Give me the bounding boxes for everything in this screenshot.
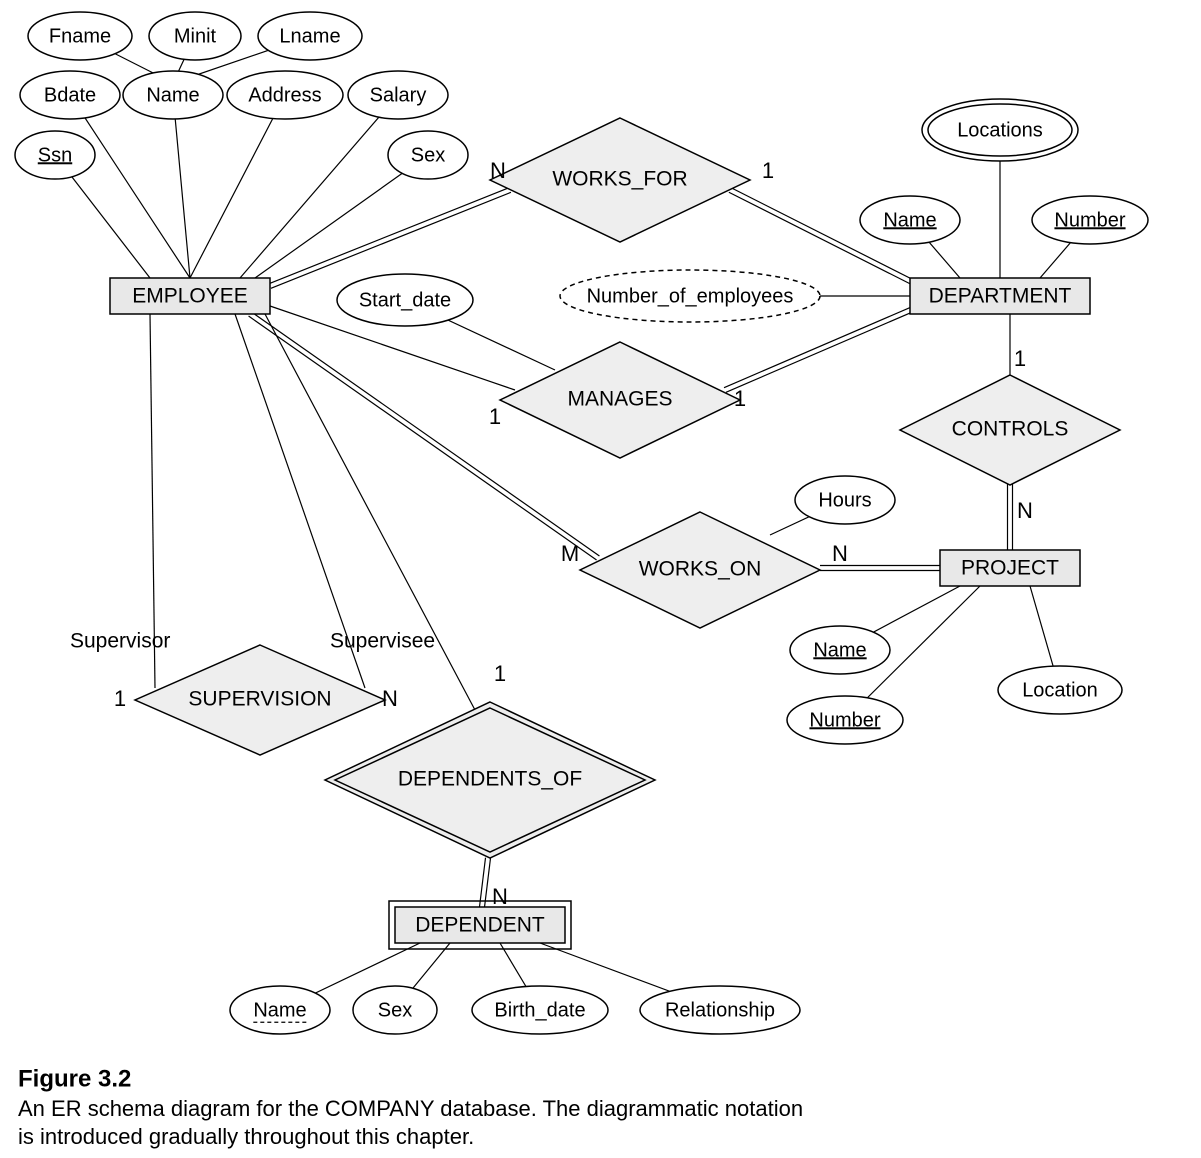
- attribute-label-emp_minit: Minit: [174, 25, 217, 47]
- cardinality-2: 1: [489, 404, 501, 429]
- attribute-label-dept_name: Name: [883, 209, 936, 231]
- attribute-label-dept_num_emp: Number_of_employees: [587, 285, 794, 307]
- attribute-label-emp_name: Name: [146, 84, 199, 106]
- relationship-label-controls: CONTROLS: [952, 418, 1069, 441]
- er-diagram: WORKS_FOR MANAGES CONTROLS WORKS_ON SUPERVIS…: [0, 0, 1201, 1158]
- attribute-label-emp_fname: Fname: [49, 25, 111, 47]
- cardinality-9: N: [382, 686, 398, 711]
- entity-label-employee: EMPLOYEE: [132, 285, 248, 308]
- attribute-label-dept_number: Number: [1054, 209, 1125, 231]
- entity-label-department: DEPARTMENT: [929, 285, 1072, 308]
- figure-caption-2: is introduced gradually throughout this …: [18, 1124, 474, 1149]
- attribute-label-manages_start: Start_date: [359, 289, 451, 311]
- attribute-label-works_on_hours: Hours: [818, 489, 871, 511]
- entity-label-project: PROJECT: [961, 557, 1059, 580]
- relationship-label-works_on: WORKS_ON: [639, 558, 762, 581]
- entity-label-dependent: DEPENDENT: [415, 914, 545, 937]
- attribute-label-dep_rel: Relationship: [665, 999, 775, 1021]
- attribute-label-emp_ssn: Ssn: [38, 144, 72, 166]
- cardinality-6: M: [561, 541, 579, 566]
- figure-caption-1: An ER schema diagram for the COMPANY dat…: [18, 1096, 803, 1121]
- attribute-label-emp_bdate: Bdate: [44, 84, 96, 106]
- cardinality-8: 1: [114, 686, 126, 711]
- cardinality-1: 1: [762, 158, 774, 183]
- cardinality-3: 1: [734, 386, 746, 411]
- role-label-0: Supervisor: [70, 630, 170, 653]
- cardinality-5: N: [1017, 498, 1033, 523]
- relationship-label-manages: MANAGES: [567, 388, 672, 411]
- attribute-label-emp_address: Address: [248, 84, 321, 106]
- attribute-label-dept_locations: Locations: [957, 119, 1043, 141]
- cardinality-4: 1: [1014, 346, 1026, 371]
- cardinality-11: N: [492, 884, 508, 909]
- attribute-label-proj_location: Location: [1022, 679, 1098, 701]
- relationship-label-dependents_of: DEPENDENTS_OF: [398, 768, 582, 791]
- cardinality-0: N: [490, 158, 506, 183]
- figure-title: Figure 3.2: [18, 1065, 131, 1092]
- cardinality-7: N: [832, 541, 848, 566]
- relationship-label-supervision: SUPERVISION: [188, 688, 331, 711]
- attribute-label-dep_name: Name: [253, 999, 306, 1021]
- cardinality-10: 1: [494, 661, 506, 686]
- role-label-1: Supervisee: [330, 630, 435, 653]
- attribute-label-dep_bdate: Birth_date: [494, 999, 585, 1021]
- attribute-label-emp_sex: Sex: [411, 144, 445, 166]
- attribute-label-proj_number: Number: [809, 709, 880, 731]
- relationship-label-works_for: WORKS_FOR: [552, 168, 687, 191]
- attribute-label-proj_name: Name: [813, 639, 866, 661]
- attribute-label-emp_lname: Lname: [279, 25, 340, 47]
- attribute-label-dep_sex: Sex: [378, 999, 412, 1021]
- attribute-label-emp_salary: Salary: [370, 84, 427, 106]
